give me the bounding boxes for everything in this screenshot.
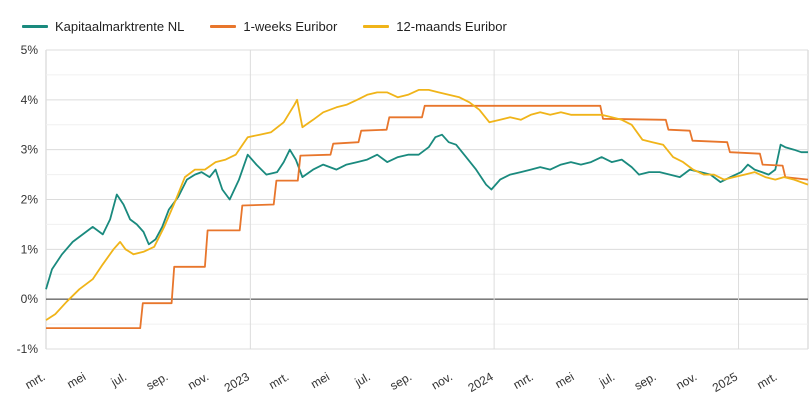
series-line-0 <box>45 133 808 290</box>
x-tick-label: mei <box>553 369 577 391</box>
y-tick-label: -1% <box>17 342 39 356</box>
legend[interactable]: Kapitaalmarktrente NL 1-weeks Euribor 12… <box>22 19 507 34</box>
x-tick-label: 2023 <box>222 369 252 395</box>
legend-item-1w-euribor[interactable]: 1-weeks Euribor <box>210 19 337 34</box>
series-line-1 <box>46 104 809 329</box>
gridlines <box>45 49 809 350</box>
x-tick-label: jul. <box>108 369 129 389</box>
legend-label-12m-euribor: 12-maands Euribor <box>396 19 507 34</box>
x-tick-label: jul. <box>596 369 617 389</box>
x-tick-label: mrt. <box>755 369 780 391</box>
y-tick-label: 2% <box>21 193 39 207</box>
y-tick-label: 3% <box>21 143 39 157</box>
x-axis-tick-labels: mrt. mei jul. sep. nov. 2023 mrt. mei jul. sep. no… <box>23 369 780 395</box>
x-tick-label: mrt. <box>266 369 291 391</box>
y-tick-label: 4% <box>21 93 39 107</box>
y-tick-label: 0% <box>21 292 39 306</box>
x-tick-label: jul. <box>352 369 373 389</box>
x-tick-label: mei <box>308 369 332 391</box>
x-tick-label: nov. <box>673 369 699 392</box>
legend-swatch-kapitaalmarktrente <box>22 25 48 28</box>
legend-swatch-1w-euribor <box>210 25 237 28</box>
x-tick-label: nov. <box>429 369 455 392</box>
x-tick-label: mrt. <box>511 369 536 391</box>
legend-label-kapitaalmarktrente: Kapitaalmarktrente NL <box>55 19 185 34</box>
legend-swatch-12m-euribor <box>363 25 390 28</box>
x-tick-label: 2025 <box>710 369 740 395</box>
legend-item-kapitaalmarktrente[interactable]: Kapitaalmarktrente NL <box>22 19 184 34</box>
x-tick-label: mei <box>64 369 88 391</box>
x-tick-label: 2024 <box>465 369 495 395</box>
series-lines <box>45 89 809 329</box>
x-tick-label: mrt. <box>23 369 48 391</box>
legend-label-1w-euribor: 1-weeks Euribor <box>243 19 338 34</box>
x-tick-label: nov. <box>185 369 211 392</box>
y-tick-label: 1% <box>21 242 39 256</box>
x-tick-label: sep. <box>387 369 414 392</box>
x-tick-label: sep. <box>632 369 659 392</box>
legend-item-12m-euribor[interactable]: 12-maands Euribor <box>363 19 507 34</box>
series-line-2 <box>45 89 809 321</box>
y-axis-tick-labels: -1% 0% 1% 2% 3% 4% 5% <box>17 43 39 356</box>
x-tick-label: sep. <box>144 369 171 392</box>
y-tick-label: 5% <box>21 43 39 57</box>
